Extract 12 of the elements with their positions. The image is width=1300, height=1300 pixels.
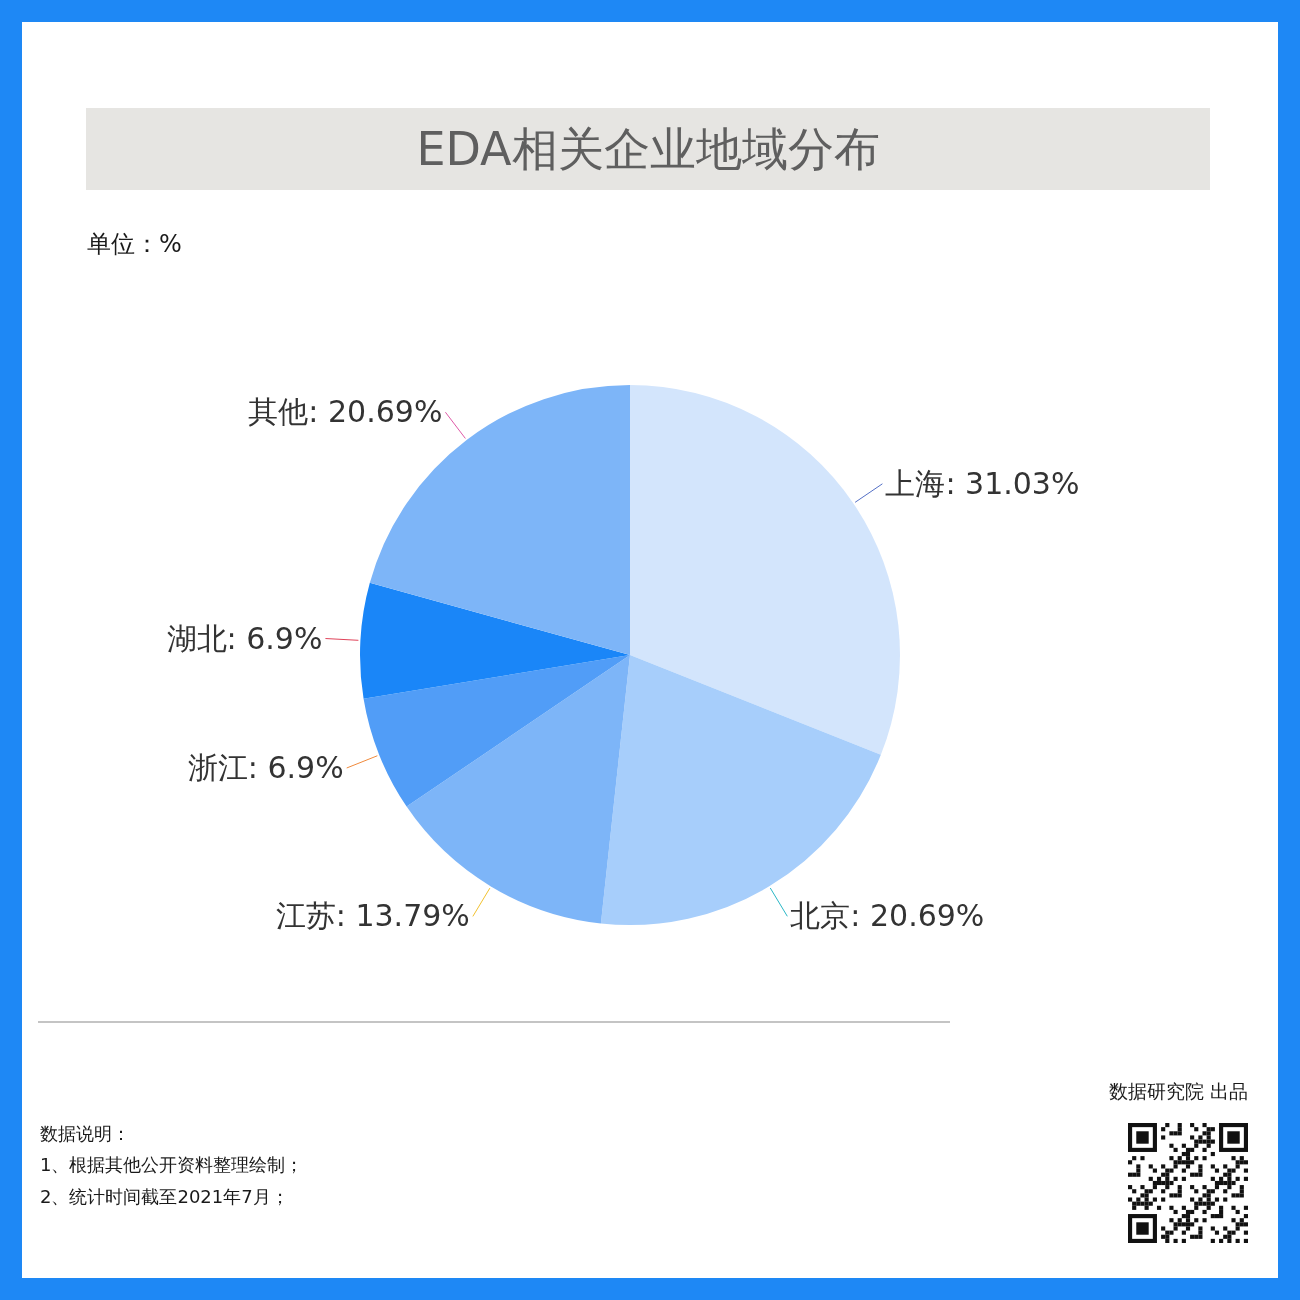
text: 数据研究院 出品: [1108, 1079, 1248, 1104]
slice-label: 其他: 20.69%: [248, 394, 443, 430]
slice-label: 江苏: 13.79%: [275, 898, 470, 934]
text: 数据说明：: [40, 1122, 130, 1146]
slice-label: 湖北: 6.9%: [166, 620, 323, 656]
text: 2、统计时间截至2021年7月；: [40, 1185, 289, 1209]
slice-label: 上海: 31.03%: [885, 465, 1080, 501]
text: 1、根据其他公开资料整理绘制；: [40, 1153, 304, 1177]
slice-label: 北京: 20.69%: [790, 898, 985, 934]
text: 单位：%: [87, 229, 182, 260]
slice-label: 浙江: 6.9%: [187, 749, 344, 785]
chart-title: EDA相关企业地域分布: [86, 108, 1210, 190]
